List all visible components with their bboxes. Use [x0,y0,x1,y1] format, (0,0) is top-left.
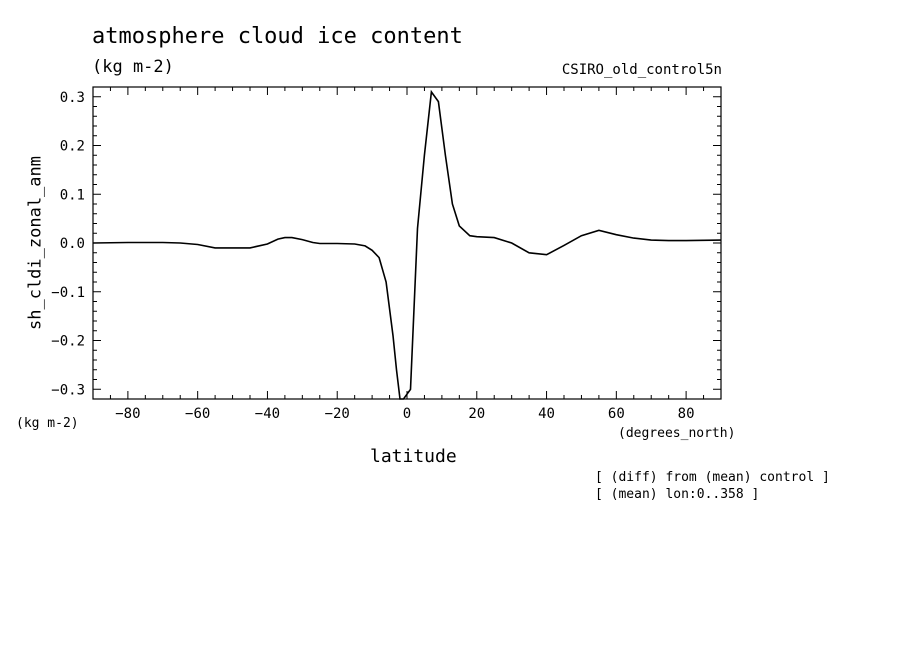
y-tick-label: 0.0 [60,236,85,252]
x-tick-label: −60 [185,406,210,422]
y-tick-label: −0.1 [51,285,85,301]
chart-units: (kg m-2) [92,57,174,77]
series-line [92,89,722,400]
tick-labels: −80 −60 −40 −20 0 20 40 60 80 0.3 0.2 0.1 0.0 −0.1 −0.… [51,90,694,422]
y-axis-units: (kg m-2) [16,416,79,431]
y-tick-label: 0.1 [60,187,85,203]
x-tick-label: 60 [608,406,625,422]
note-diff: [ (diff) from (mean) control ] [595,470,830,485]
x-tick-label: 80 [678,406,695,422]
x-axis-label: latitude [370,446,457,467]
x-tick-label: 20 [468,406,485,422]
x-axis-units: (degrees_north) [618,426,736,441]
y-tick-label: 0.3 [60,90,85,106]
x-tick-label: −40 [255,406,280,422]
y-tick-label: −0.3 [51,382,85,398]
x-tick-label: −20 [325,406,350,422]
x-tick-label: 40 [538,406,555,422]
plot-frame [92,86,722,400]
x-tick-label: −80 [115,406,140,422]
x-tick-label: 0 [403,406,411,422]
chart-title: atmosphere cloud ice content [92,24,463,49]
dataset-label: CSIRO_old_control5n [561,62,722,78]
axis-ticks [92,86,722,400]
y-tick-label: −0.2 [51,334,85,350]
y-tick-label: 0.2 [60,139,85,155]
note-mean: [ (mean) lon:0..358 ] [595,487,760,502]
